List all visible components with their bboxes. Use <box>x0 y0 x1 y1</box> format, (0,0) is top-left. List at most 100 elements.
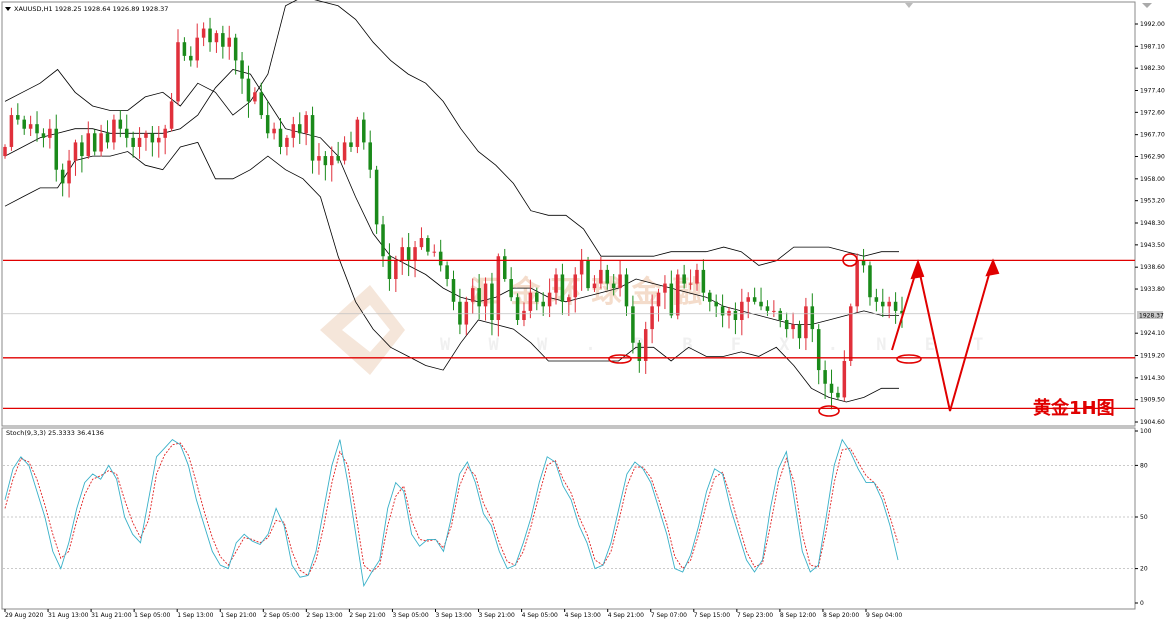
candle-body <box>810 306 815 330</box>
candle-body <box>201 28 206 38</box>
candle-body <box>560 274 565 302</box>
candle-body <box>502 256 507 280</box>
candle-body <box>182 42 187 56</box>
price-tick-label: 1943.50 <box>1140 242 1165 249</box>
candle-body <box>80 142 84 157</box>
candle-body <box>900 310 904 314</box>
candle-body <box>861 260 866 266</box>
stoch-tick-label: 80 <box>1140 462 1148 469</box>
candle-body <box>483 283 488 307</box>
price-tick-label: 1967.70 <box>1140 132 1165 139</box>
candle-body <box>816 329 821 371</box>
candle-body <box>829 383 834 393</box>
time-axis: 29 Aug 2020 31 Aug 13:00 31 Aug 21:00 1 Sep… <box>4 609 902 619</box>
candle-body <box>784 319 789 330</box>
candle-body <box>60 169 65 184</box>
candle-body <box>695 269 699 284</box>
candle-body <box>28 124 33 129</box>
candle-body <box>240 60 244 79</box>
time-tick-label: 9 Sep 04:00 <box>866 612 902 619</box>
candle-body <box>259 92 264 116</box>
candle-body <box>586 260 590 289</box>
price-tick-label: 1909.50 <box>1140 397 1165 404</box>
candle-body <box>592 283 597 289</box>
candle-body <box>522 310 526 320</box>
candle-body <box>330 156 334 166</box>
candle-body <box>317 156 321 161</box>
price-tick-label: 1958.00 <box>1140 176 1165 183</box>
candle-body <box>150 133 155 143</box>
candle-body <box>35 124 39 134</box>
candle-body <box>740 301 744 320</box>
candle-body <box>131 137 135 147</box>
time-tick-label: 3 Sep 13:00 <box>436 612 472 619</box>
candle-body <box>41 133 46 138</box>
scroll-arrow-icon[interactable] <box>1142 3 1152 8</box>
price-tick-label: 1977.40 <box>1140 87 1165 94</box>
candle-body <box>195 37 199 61</box>
candle-body <box>169 101 174 129</box>
candle-body <box>438 251 443 266</box>
candle-body <box>176 42 180 102</box>
candle-body <box>611 283 616 289</box>
candle-body <box>759 301 763 307</box>
candle-body <box>515 297 520 320</box>
highlight-ellipses <box>608 253 922 417</box>
time-tick-label: 7 Sep 23:00 <box>737 612 773 619</box>
time-tick-label: 7 Sep 15:00 <box>694 612 730 619</box>
candle-body <box>535 292 539 302</box>
candle-body <box>643 329 648 361</box>
candle-body <box>797 324 802 339</box>
candle-body <box>285 137 289 147</box>
candle-body <box>496 256 501 320</box>
symbol-dropdown-icon[interactable] <box>5 7 11 11</box>
candle-body <box>477 288 481 307</box>
candle-body <box>67 160 71 184</box>
candle-body <box>413 247 417 261</box>
price-tick-label: 1938.60 <box>1140 264 1165 271</box>
candle-body <box>342 142 347 161</box>
candle-body <box>656 292 661 307</box>
candle-body <box>464 301 469 325</box>
candle-body <box>772 310 776 312</box>
candle-body <box>297 124 302 134</box>
time-tick-label: 4 Sep 13:00 <box>565 612 601 619</box>
candle-body <box>323 156 328 166</box>
candle-body <box>246 78 251 102</box>
candlesticks <box>3 17 904 410</box>
candle-body <box>291 124 296 138</box>
candle-body <box>650 306 654 330</box>
stoch-tick-label: 0 <box>1140 600 1144 607</box>
candle-body <box>714 301 718 307</box>
stoch-title: Stoch(9,3,3) 25.3333 36.4136 <box>6 429 104 437</box>
horizontal-levels[interactable] <box>3 259 1135 409</box>
candle-body <box>227 37 232 47</box>
candle-body <box>458 301 462 325</box>
time-tick-label: 2 Sep 13:00 <box>306 612 342 619</box>
candle-body <box>48 128 52 138</box>
support-highlight-right <box>896 354 922 364</box>
projection-arrows <box>891 258 1000 412</box>
time-tick-label: 31 Aug 21:00 <box>91 612 132 619</box>
time-tick-label: 4 Sep 21:00 <box>608 612 644 619</box>
candle-body <box>778 310 783 320</box>
stoch-tick-label: 20 <box>1140 566 1148 573</box>
candle-body <box>336 156 340 161</box>
candle-body <box>381 224 385 257</box>
band-upper-line <box>4 0 899 266</box>
candle-body <box>54 128 59 170</box>
price-tick-label: 1924.10 <box>1140 330 1165 337</box>
candle-body <box>233 37 238 61</box>
candle-body <box>253 92 257 102</box>
candle-body <box>682 274 686 284</box>
candle-body <box>221 33 225 47</box>
candle-body <box>855 260 859 307</box>
shift-marker-icon[interactable] <box>905 3 913 8</box>
candle-body <box>9 115 14 147</box>
candle-body <box>547 292 552 307</box>
candle-body <box>92 133 97 152</box>
time-tick-label: 3 Sep 05:00 <box>392 612 428 619</box>
candle-body <box>675 274 680 316</box>
time-tick-label: 7 Sep 07:00 <box>651 612 687 619</box>
